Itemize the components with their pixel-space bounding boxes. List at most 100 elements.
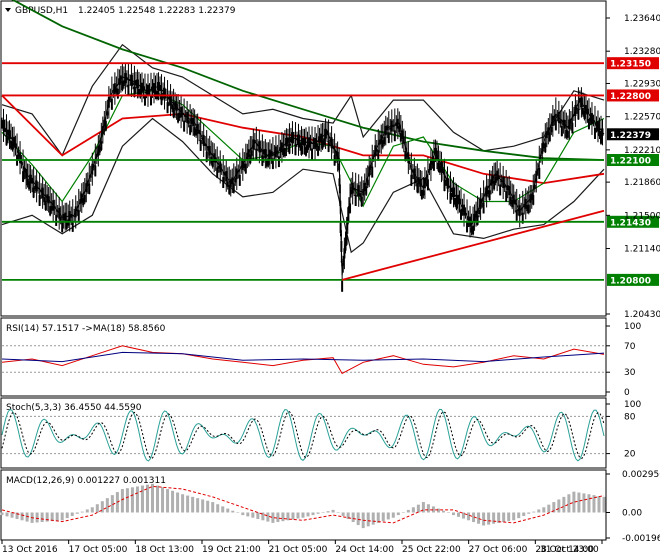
macd-hist-bar <box>552 502 556 513</box>
price-series-layer <box>1 0 605 292</box>
candle-body <box>314 137 317 149</box>
macd-hist-bar <box>70 512 74 516</box>
candle-body <box>283 147 286 157</box>
candle-body <box>267 158 270 166</box>
candle-body <box>550 126 553 133</box>
candle-body <box>26 178 29 186</box>
candle-body <box>64 212 67 221</box>
candle-body <box>571 122 574 134</box>
price-tick-label: 1.23640 <box>624 14 660 24</box>
macd-hist-bar <box>492 512 496 524</box>
candle-body <box>213 153 216 163</box>
candle-body <box>22 171 25 182</box>
macd-hist-bar <box>125 488 129 513</box>
candle-body <box>286 137 289 144</box>
level-label-1.20800: 1.20800 <box>610 276 651 286</box>
candle-body <box>29 174 32 184</box>
candle-body <box>217 165 220 169</box>
macd-hist-bar <box>95 504 99 513</box>
macd-hist-bar <box>457 512 461 517</box>
candle-body <box>496 170 499 181</box>
candle-body <box>208 146 211 156</box>
candle-body <box>330 137 333 149</box>
candle-body <box>493 180 496 190</box>
stoch-tick-label: 20 <box>624 450 636 460</box>
macd-hist-bar <box>381 512 385 522</box>
ohlc-label: 1.22405 1.22548 1.22283 1.22379 <box>78 6 236 16</box>
candle-body <box>362 189 365 196</box>
candle-body <box>560 125 563 137</box>
candle-body <box>193 127 196 136</box>
macd-hist-bar <box>45 512 49 522</box>
candle-body <box>317 145 320 156</box>
candle-body <box>157 82 160 91</box>
candle-body <box>225 171 228 182</box>
candle-body <box>482 202 485 214</box>
macd-hist-bar <box>291 512 295 520</box>
rsi-pane <box>0 317 607 397</box>
candle-body <box>79 199 82 204</box>
macd-hist-bar <box>40 512 44 523</box>
candle-body <box>351 182 354 194</box>
candle-body <box>285 137 288 147</box>
candle-body <box>38 194 41 206</box>
macd-hist-bar <box>80 511 84 513</box>
candle-body <box>374 145 377 157</box>
candle-body <box>163 87 166 99</box>
candle-body <box>587 118 590 130</box>
candle-body <box>243 163 246 168</box>
candle-body <box>43 197 46 203</box>
candle-body <box>250 150 253 156</box>
candle-body <box>343 248 346 259</box>
candle-body <box>541 143 544 154</box>
candle-body <box>526 205 529 212</box>
x-tick-label: 17 Oct 05:00 <box>69 545 128 555</box>
candle-body <box>13 136 16 147</box>
macd-hist-bar <box>301 512 305 518</box>
candle-body <box>565 129 568 138</box>
candle-body <box>444 179 447 182</box>
macd-hist-bar <box>0 512 4 516</box>
candle-body <box>137 88 140 97</box>
candle-body <box>408 163 411 165</box>
candle-body <box>89 175 92 178</box>
macd-hist-bar <box>161 487 165 513</box>
candle-body <box>145 91 148 94</box>
candle-body <box>52 200 55 211</box>
candle-body <box>389 127 392 130</box>
dropdown-arrow-icon[interactable] <box>5 8 11 12</box>
bollinger-lower-line <box>1 117 605 254</box>
candle-body <box>344 245 347 251</box>
candle-body <box>300 145 303 155</box>
candle-body <box>568 119 571 130</box>
level-label-1.21430: 1.21430 <box>610 218 651 228</box>
macd-hist-bar <box>431 506 435 513</box>
candle-body <box>461 208 464 212</box>
candle-body <box>485 185 488 197</box>
macd-hist-bar <box>547 504 551 513</box>
stoch-pane <box>0 397 607 469</box>
candle-body <box>497 175 500 179</box>
candle-body <box>554 119 557 131</box>
candle-body <box>246 152 249 160</box>
candle-body <box>575 107 578 110</box>
macd-hist-bar <box>477 512 481 524</box>
candle-body <box>41 187 44 199</box>
candle-body <box>140 82 143 93</box>
candle-body <box>255 148 258 160</box>
macd-hist-bar <box>226 508 230 513</box>
candle-body <box>593 127 596 139</box>
candle-body <box>428 169 431 171</box>
candle-body <box>402 137 405 144</box>
candle-body <box>411 170 414 173</box>
candle-body <box>455 200 458 209</box>
candle-body <box>548 132 551 142</box>
macd-hist-bar <box>441 510 445 513</box>
candle-body <box>586 108 589 115</box>
macd-hist-bar <box>512 512 516 521</box>
candle-body <box>183 120 186 132</box>
macd-hist-bar <box>196 498 200 513</box>
candle-body <box>387 132 390 143</box>
candle-body <box>386 125 389 131</box>
candle-body <box>530 193 533 201</box>
